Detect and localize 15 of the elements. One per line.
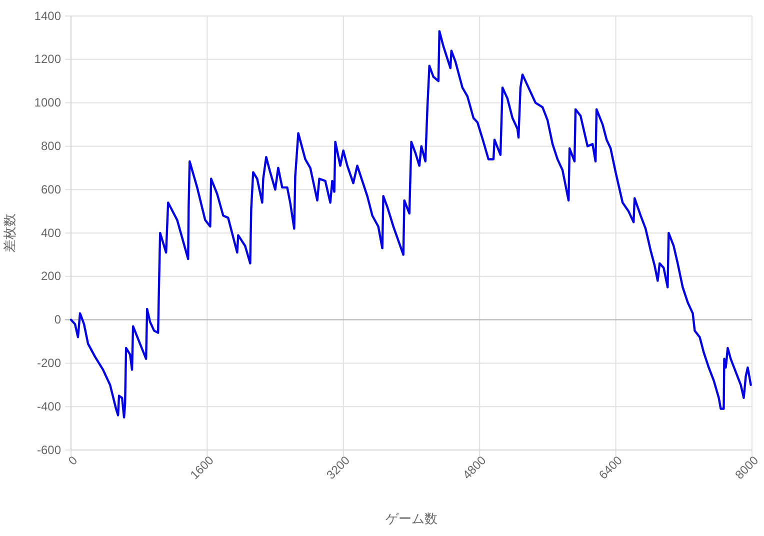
y-tick-label: -400 [36,399,62,414]
x-axis-title: ゲーム数 [386,511,438,526]
y-tick-label: 400 [40,226,62,240]
y-tick-label: 0 [54,312,62,327]
y-tick-label: 1400 [34,8,62,23]
y-tick-label: 800 [40,139,62,154]
y-tick-label: -600 [36,442,62,457]
y-tick-label: 200 [40,269,62,284]
x-tick-label: 0 [65,452,80,468]
y-tick-label: 600 [40,182,62,196]
y-tick-label: 1200 [34,52,62,66]
y-tick-label: -200 [36,356,62,370]
line-series [70,30,752,419]
y-tick-label: 1000 [34,96,62,110]
y-axis-title: 差枚数 [2,214,17,252]
